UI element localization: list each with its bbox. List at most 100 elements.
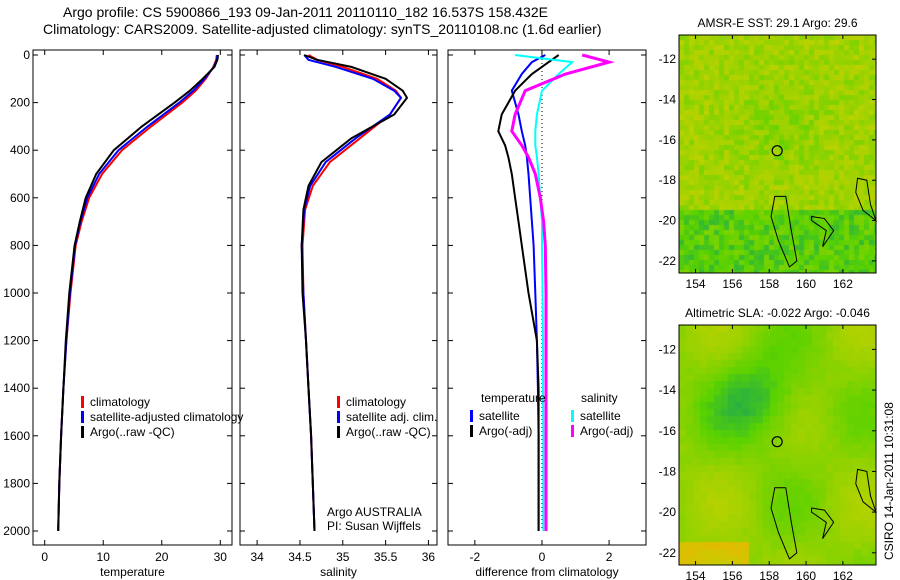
y-tick-label: -18 (659, 464, 677, 478)
sal-panel: 34 34.5 35 35.5 36 salinity climatologysatelli… (239, 49, 438, 579)
y-tick-label: 0 (23, 48, 30, 62)
map-title: AMSR-E SST: 29.1 Argo: 29.6 (697, 16, 857, 30)
x-tick-label: 20 (155, 550, 169, 564)
series-argo-raw-qc- (57, 54, 219, 532)
legend-label: satellite (479, 409, 520, 423)
x-tick-label: 154 (686, 277, 706, 291)
temp-xlabel: temperature (100, 565, 165, 579)
y-tick-label: -22 (659, 254, 677, 268)
sst-map-heatmap (679, 35, 876, 273)
x-tick-label: 158 (759, 277, 779, 291)
y-tick-label: 800 (10, 238, 30, 252)
legend-swatch (337, 411, 340, 423)
y-tick-label: -12 (659, 52, 677, 66)
temp-panel: 0 10 20 30 0 200 400 600 800 1000 1200 1400 1600 1800… (3, 48, 243, 579)
x-tick-label: 162 (833, 569, 853, 580)
x-tick-label: 30 (214, 550, 228, 564)
x-tick-label: 154 (686, 569, 706, 580)
x-tick-label: 0 (41, 550, 48, 564)
y-tick-label: 1000 (3, 286, 30, 300)
y-tick-label: -20 (659, 505, 677, 519)
credit-text: CSIRO 14-Jan-2011 10:31:08 (882, 402, 896, 560)
y-tick-label: 400 (10, 143, 30, 157)
y-tick-label: -16 (659, 424, 677, 438)
sla_map-axes: Altimetric SLA: -0.022 Argo: -0.046 154 15… (659, 306, 878, 580)
y-tick-label: -14 (659, 93, 677, 107)
x-tick-label: -2 (470, 550, 481, 564)
title-line-1: Argo profile: CS 5900866_193 09-Jan-2011… (63, 4, 548, 20)
y-tick-label: 1600 (3, 429, 30, 443)
sst_map-axes: AMSR-E SST: 29.1 Argo: 29.6 154 156 158 160 1… (659, 16, 878, 291)
series-salinity-argo-adj- (510, 53, 615, 531)
series-argo-raw-qc- (300, 54, 409, 532)
y-tick-label: 2000 (3, 524, 30, 538)
sla-map-heatmap (679, 325, 876, 565)
legend-label: Argo(-adj) (580, 424, 633, 438)
legend-title-temperature: temperature (481, 391, 546, 405)
y-tick-label: -12 (659, 342, 677, 356)
legend-label: satellite (580, 409, 621, 423)
legend-label: Argo(-adj) (479, 424, 532, 438)
x-tick-label: 162 (833, 277, 853, 291)
coastline (811, 215, 835, 248)
legend-swatch (470, 410, 473, 422)
y-tick-label: -14 (659, 383, 677, 397)
series-temperature-argo-adj- (497, 54, 560, 531)
y-tick-label: -18 (659, 173, 677, 187)
y-tick-label: 1400 (3, 381, 30, 395)
legend-label: climatology (90, 395, 150, 409)
coastline (855, 468, 878, 514)
map-frame (678, 34, 877, 274)
legend-swatch (81, 426, 84, 438)
x-tick-label: 35 (336, 550, 350, 564)
annotation-text: PI: Susan Wijffels (327, 519, 421, 533)
legend-swatch (81, 396, 84, 408)
sal-axes-box (239, 49, 438, 546)
argo-float-location-marker (771, 436, 783, 448)
x-tick-label: 34.5 (288, 550, 312, 564)
diff-xlabel: difference from climatology (475, 565, 618, 579)
legend-label: Argo(..raw -QC) (90, 425, 175, 439)
y-tick-label: -20 (659, 214, 677, 228)
map-frame (678, 324, 877, 566)
x-tick-label: 10 (97, 550, 111, 564)
temp-axes-box (32, 49, 233, 546)
legend-swatch (571, 425, 574, 437)
legend-swatch (81, 411, 84, 423)
x-tick-label: 2 (606, 550, 613, 564)
x-tick-label: 0 (539, 550, 546, 564)
y-tick-label: 600 (10, 191, 30, 205)
y-tick-label: 1200 (3, 334, 30, 348)
x-tick-label: 160 (796, 277, 816, 291)
legend-swatch (470, 425, 473, 437)
y-tick-label: 200 (10, 96, 30, 110)
coastline (770, 195, 798, 268)
series-salinity-satellite (514, 54, 575, 531)
annotation-text: Argo AUSTRALIA (327, 505, 422, 519)
sal-xlabel: salinity (320, 565, 357, 579)
legend-label: Argo(..raw -QC) (346, 425, 431, 439)
coastline (855, 177, 878, 222)
y-tick-label: 1800 (3, 476, 30, 490)
title-line-2: Climatology: CARS2009. Satellite-adjuste… (43, 21, 602, 37)
legend-label: satellite-adjusted climatology (90, 410, 243, 424)
legend-swatch (337, 396, 340, 408)
legend-label: satellite adj. clim. (346, 410, 437, 424)
argo-float-location-marker (771, 145, 783, 157)
coastline (811, 507, 835, 539)
x-tick-label: 156 (722, 277, 742, 291)
x-tick-label: 35.5 (374, 550, 398, 564)
x-tick-label: 36 (422, 550, 436, 564)
x-tick-label: 156 (722, 569, 742, 580)
map-title: Altimetric SLA: -0.022 Argo: -0.046 (685, 306, 870, 320)
x-tick-label: 160 (796, 569, 816, 580)
x-tick-label: 34 (250, 550, 264, 564)
x-tick-label: 158 (759, 569, 779, 580)
legend-swatch (571, 410, 574, 422)
legend-label: climatology (346, 395, 406, 409)
y-tick-label: -22 (659, 546, 677, 560)
